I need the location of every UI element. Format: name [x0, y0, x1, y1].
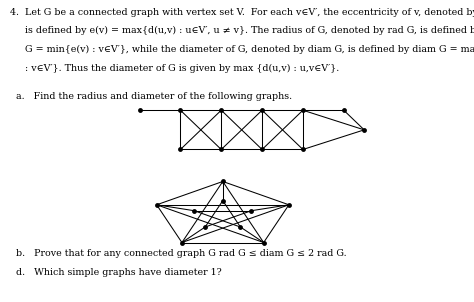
Text: : v∈V′}. Thus the diameter of G is given by max {d(u,v) : u,v∈V′}.: : v∈V′}. Thus the diameter of G is given… — [10, 64, 340, 73]
Text: b.   Prove that for any connected graph G rad G ≤ diam G ≤ 2 rad G.: b. Prove that for any connected graph G … — [10, 249, 347, 258]
Text: is defined by e(v) = max{d(u,v) : u∈V′, u ≠ v}. The radius of G, denoted by rad : is defined by e(v) = max{d(u,v) : u∈V′, … — [10, 26, 474, 35]
Text: 4.  Let G be a connected graph with vertex set V.  For each v∈V′, the eccentrici: 4. Let G be a connected graph with verte… — [10, 8, 474, 17]
Text: G = min{e(v) : v∈V′}, while the diameter of G, denoted by diam G, is defined by : G = min{e(v) : v∈V′}, while the diameter… — [10, 45, 474, 54]
Text: d.   Which simple graphs have diameter 1?: d. Which simple graphs have diameter 1? — [10, 268, 222, 277]
Text: a.   Find the radius and diameter of the following graphs.: a. Find the radius and diameter of the f… — [10, 92, 292, 101]
